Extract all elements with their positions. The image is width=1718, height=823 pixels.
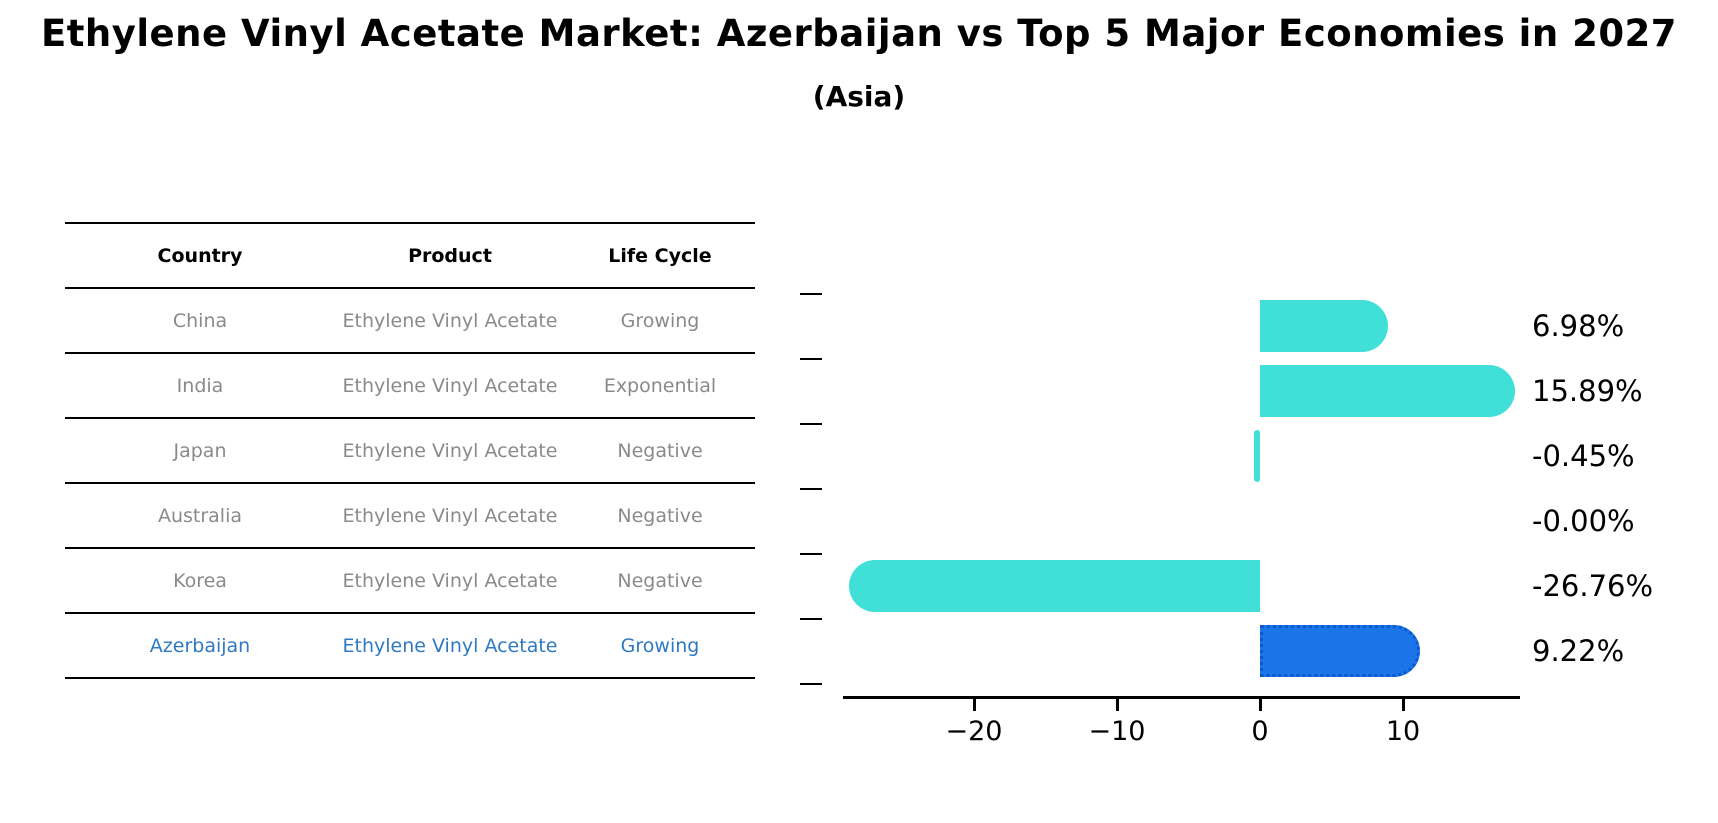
cell-product: Ethylene Vinyl Acetate	[342, 439, 558, 462]
x-tick-mark	[1402, 699, 1405, 711]
cell-country: Azerbaijan	[149, 634, 251, 657]
cell-life-cycle: Negative	[617, 439, 703, 462]
value-label-china: 6.98%	[1532, 309, 1625, 343]
header-country: Country	[157, 244, 243, 267]
cell-product: Ethylene Vinyl Acetate	[342, 569, 558, 592]
y-tick-mark	[800, 293, 822, 295]
x-tick-label: 10	[1385, 716, 1421, 747]
y-tick-mark	[800, 488, 822, 490]
y-tick-mark	[800, 683, 822, 685]
value-label-korea: -26.76%	[1532, 569, 1654, 603]
cell-country: India	[176, 374, 224, 397]
cell-life-cycle: Negative	[617, 569, 703, 592]
cell-life-cycle: Negative	[617, 504, 703, 527]
x-tick-mark	[973, 699, 976, 711]
x-tick-mark	[1116, 699, 1119, 711]
value-label-azerbaijan: 9.22%	[1532, 634, 1625, 668]
header-life-cycle: Life Cycle	[608, 244, 712, 267]
x-tick-label: 0	[1251, 716, 1269, 747]
cell-product: Ethylene Vinyl Acetate	[342, 634, 558, 657]
x-tick-mark	[1259, 699, 1262, 711]
cell-life-cycle: Growing	[620, 309, 700, 332]
value-label-japan: -0.45%	[1532, 439, 1635, 473]
cell-country: Australia	[157, 504, 243, 527]
value-label-australia: -0.00%	[1532, 504, 1635, 538]
y-tick-mark	[800, 358, 822, 360]
table-row-azerbaijan: Azerbaijan Ethylene Vinyl Acetate Growin…	[65, 612, 755, 677]
y-tick-mark	[800, 553, 822, 555]
bar-india	[1260, 365, 1516, 417]
header-product: Product	[408, 244, 492, 267]
cell-country: China	[172, 309, 228, 332]
cell-country: Korea	[173, 569, 227, 592]
cell-product: Ethylene Vinyl Acetate	[342, 309, 558, 332]
y-tick-mark	[800, 618, 822, 620]
table-row: Japan Ethylene Vinyl Acetate Negative	[65, 417, 755, 482]
cell-life-cycle: Exponential	[603, 374, 717, 397]
table-header-row: Country Product Life Cycle	[65, 222, 755, 287]
cell-product: Ethylene Vinyl Acetate	[342, 374, 558, 397]
bar-korea	[849, 560, 1260, 612]
chart-title: Ethylene Vinyl Acetate Market: Azerbaija…	[40, 12, 1678, 55]
table-row: China Ethylene Vinyl Acetate Growing	[65, 287, 755, 352]
y-tick-mark	[800, 423, 822, 425]
table-row: India Ethylene Vinyl Acetate Exponential	[65, 352, 755, 417]
bar-japan	[1253, 430, 1260, 482]
table-row: Australia Ethylene Vinyl Acetate Negativ…	[65, 482, 755, 547]
x-axis-line	[843, 696, 1520, 699]
chart-subtitle: (Asia)	[812, 80, 906, 113]
table-row: Korea Ethylene Vinyl Acetate Negative	[65, 547, 755, 612]
cell-life-cycle: Growing	[620, 634, 700, 657]
x-tick-label: −20	[945, 716, 1003, 747]
bar-azerbaijan	[1260, 625, 1420, 677]
value-label-india: 15.89%	[1532, 374, 1643, 408]
x-tick-label: −10	[1088, 716, 1146, 747]
cell-product: Ethylene Vinyl Acetate	[342, 504, 558, 527]
bar-china	[1260, 300, 1388, 352]
country-table: Country Product Life Cycle China Ethylen…	[65, 222, 755, 679]
cell-country: Japan	[173, 439, 227, 462]
